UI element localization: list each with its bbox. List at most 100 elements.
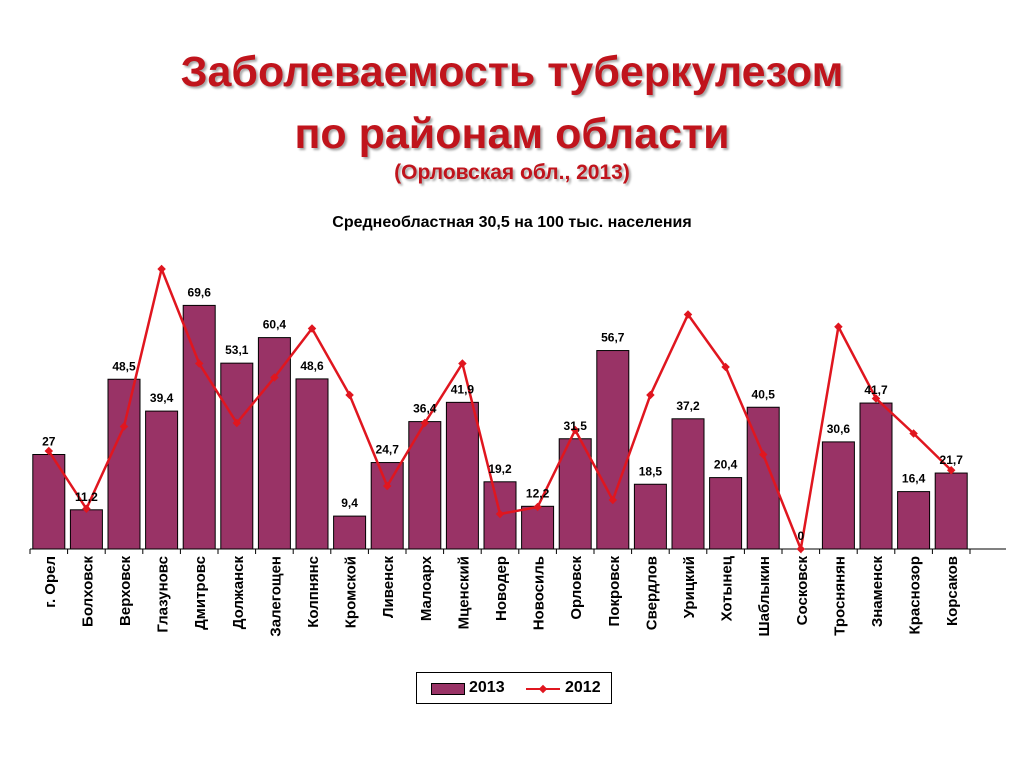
- data-label-2013: 0: [797, 529, 804, 543]
- bar-2013: [596, 350, 630, 550]
- line-2012-point: [946, 466, 956, 475]
- legend: 2013 2012: [416, 672, 612, 704]
- data-label-2013: 48,5: [112, 359, 136, 373]
- data-label-2013: 48,6: [300, 359, 324, 373]
- bar-2013: [107, 378, 141, 550]
- bar-2013: [671, 418, 705, 550]
- data-label-2013: 31,5: [564, 419, 588, 433]
- bar-2013: [897, 491, 931, 550]
- bar-2013: [333, 515, 367, 550]
- x-tick-label: Кромской: [343, 556, 360, 628]
- line-2012-point: [119, 422, 129, 431]
- x-tick-label: Колпнянс: [305, 556, 322, 628]
- line-2012-point: [608, 495, 618, 505]
- x-tick-label: Малоарх: [418, 555, 435, 621]
- line-2012-point: [834, 322, 843, 331]
- line-2012-point: [194, 359, 204, 368]
- data-label-2013: 56,7: [601, 331, 625, 345]
- line-2012-point: [495, 509, 505, 519]
- bars-2013: [32, 304, 968, 550]
- data-label-2013: 18,5: [639, 464, 663, 478]
- bar-2013: [445, 401, 479, 550]
- data-label-2013: 41,7: [864, 383, 888, 397]
- line-2012-point: [382, 481, 392, 491]
- data-label-2013: 40,5: [752, 387, 776, 401]
- line-2012-point: [307, 324, 317, 333]
- x-axis: [29, 548, 1006, 554]
- data-label-2013: 19,2: [488, 462, 512, 476]
- x-tick-label: Орловск: [568, 556, 585, 620]
- bar-2013: [257, 337, 291, 550]
- data-label-2013: 36,4: [413, 402, 437, 416]
- line-2012-point: [758, 450, 768, 459]
- bar-2013: [69, 509, 103, 550]
- line-2012-point: [420, 418, 430, 428]
- line-2012-point: [44, 446, 54, 456]
- bar-2013: [521, 505, 555, 550]
- x-tick-label: Верховск: [117, 556, 134, 626]
- line-2012-point: [683, 310, 693, 319]
- chart-subtitle: Среднеобластная 30,5 на 100 тыс. населен…: [332, 214, 692, 231]
- x-tick-label: Ливенск: [380, 556, 397, 619]
- x-tick-label: г. Орел: [42, 556, 59, 608]
- data-label-2013: 69,6: [188, 285, 212, 299]
- data-label-2013: 37,2: [676, 399, 700, 413]
- line-2012-point: [458, 359, 467, 368]
- data-label-2013: 60,4: [263, 318, 287, 332]
- bar-2013: [558, 438, 592, 550]
- bar-2013: [859, 402, 893, 550]
- data-label-2013: 20,4: [714, 458, 738, 472]
- data-label-2013: 39,4: [150, 391, 174, 405]
- x-tick-label: Должанск: [230, 556, 247, 630]
- bar-2013: [295, 378, 329, 550]
- line-2012-point: [232, 418, 242, 428]
- x-tick-label: Хотынец: [719, 555, 736, 621]
- x-tick-label: Залегощен: [267, 556, 284, 637]
- line-2012-point: [570, 425, 580, 435]
- data-label-2013: 27: [42, 435, 56, 449]
- bar-2013: [145, 410, 179, 550]
- legend-label-2012: 2012: [565, 679, 601, 696]
- chart-title-line-2: по районам области: [294, 110, 730, 158]
- data-label-2013: 21,7: [940, 453, 964, 467]
- line-2012-point: [909, 429, 918, 438]
- line-2012-point: [721, 362, 730, 372]
- data-labels-2013: 27 11,2 48,5 39,4 69,6 53,1 60,4 48,6 9,4 24,7 36,…: [42, 285, 963, 543]
- bar-2013: [370, 462, 404, 550]
- x-tick-label: Новодер: [493, 556, 510, 621]
- line-2012: [44, 264, 956, 554]
- x-tick-label: Свердлов: [643, 556, 660, 630]
- x-tick-label: Урицкий: [681, 556, 698, 618]
- x-tick-label: Дмитровс: [192, 556, 209, 630]
- line-2012-point: [646, 390, 655, 400]
- line-2012-point: [82, 504, 91, 513]
- x-tick-label: Новосиль: [531, 556, 548, 630]
- legend-swatch-2013: [431, 683, 465, 695]
- x-tick-label: Глазуновс: [155, 556, 172, 633]
- x-tick-label: Мценский: [455, 556, 472, 629]
- bar-2013: [633, 483, 667, 550]
- data-label-2013: 53,1: [225, 343, 249, 357]
- x-tick-labels: г. Орел Болховск Верховск Глазуновс Дмитровс…: [42, 555, 961, 636]
- bar-2013: [220, 362, 254, 550]
- x-tick-label: Троснянян: [831, 556, 848, 636]
- data-label-2013: 16,4: [902, 472, 926, 486]
- line-2012-point: [345, 390, 354, 400]
- line-2012-point: [871, 394, 881, 403]
- bar-2013: [821, 441, 855, 550]
- legend-label-2013: 2013: [469, 679, 505, 696]
- line-2012-point: [270, 373, 279, 382]
- data-label-2013: 24,7: [376, 443, 400, 457]
- legend-marker-2012: [538, 684, 548, 694]
- line-2012-point: [157, 264, 166, 274]
- bar-2013: [182, 304, 216, 550]
- x-tick-label: Знаменск: [869, 556, 886, 628]
- x-tick-label: Покровск: [606, 556, 623, 627]
- bar-2013: [709, 477, 743, 550]
- line-2012-point: [533, 502, 542, 512]
- x-tick-label: Сосковск: [794, 556, 811, 626]
- x-tick-label: Краснозор: [907, 556, 924, 634]
- data-label-2013: 30,6: [827, 422, 851, 436]
- data-label-2013: 41,9: [451, 382, 475, 396]
